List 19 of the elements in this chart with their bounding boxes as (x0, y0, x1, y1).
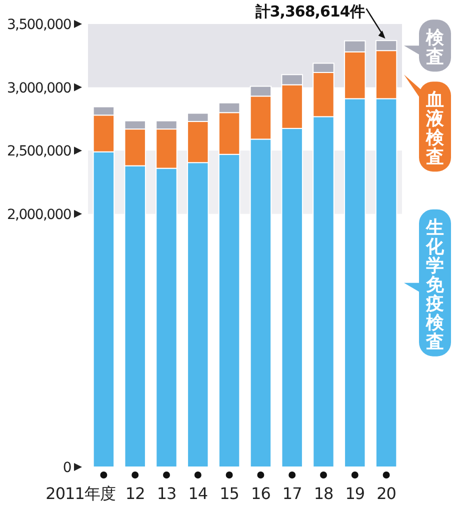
x-tick-label: 2011年度 (46, 484, 116, 503)
x-tick-label: 15 (220, 484, 239, 503)
legend-label: 検査 (425, 28, 445, 68)
y-tick-label: 0 (62, 460, 71, 476)
y-tick-label: 3,000,000 (6, 80, 71, 96)
y-tick-label: 2,500,000 (6, 144, 71, 160)
x-tick-label: 16 (251, 484, 271, 503)
series-label: 生化学免疫検査 (425, 217, 445, 352)
x-tick-label: 13 (156, 484, 176, 503)
series-label: 血液検査 (425, 90, 445, 168)
x-tick-label: 17 (282, 484, 302, 503)
y-tick-label: 3,500,000 (6, 17, 71, 33)
x-tick-label: 19 (345, 484, 365, 503)
x-tick-label: 20 (376, 484, 396, 503)
x-tick-label: 14 (188, 484, 208, 503)
y-tick-label: 2,000,000 (6, 206, 71, 223)
x-tick-label: 18 (314, 484, 334, 503)
x-tick-label: 12 (125, 484, 145, 503)
annotation: 計3,368,614件 (254, 2, 365, 21)
